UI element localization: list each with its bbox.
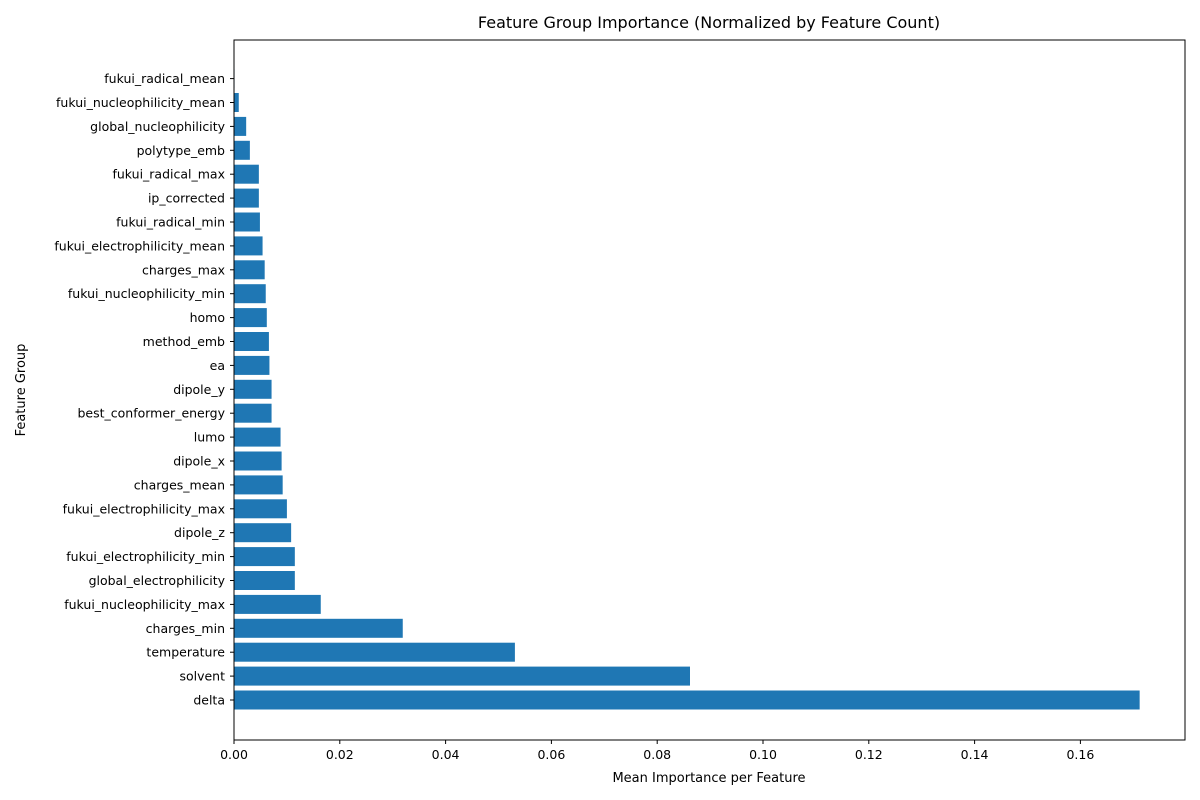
x-axis-label: Mean Importance per Feature <box>612 771 805 786</box>
bar-fukui-electrophilicity-mean <box>234 236 263 256</box>
bar-solvent <box>234 666 690 686</box>
bar-global-nucleophilicity <box>234 116 247 136</box>
y-tick-label: dipole_z <box>174 525 225 540</box>
y-tick-label: polytype_emb <box>137 143 225 158</box>
bar-lumo <box>234 427 281 447</box>
y-tick-label: fukui_nucleophilicity_min <box>68 286 225 301</box>
bar-ip-corrected <box>234 188 259 208</box>
bar-homo <box>234 308 267 328</box>
chart-title: Feature Group Importance (Normalized by … <box>478 13 940 32</box>
y-tick-label: temperature <box>146 645 225 660</box>
y-tick-label: fukui_radical_max <box>112 167 225 182</box>
y-tick-label: global_nucleophilicity <box>90 119 225 134</box>
x-tick-label: 0.04 <box>432 747 460 762</box>
y-tick-label: fukui_electrophilicity_min <box>66 549 225 564</box>
y-tick-label: fukui_radical_min <box>116 215 225 230</box>
y-tick-label: ea <box>210 358 225 373</box>
y-tick-label: solvent <box>179 669 225 684</box>
plot-frame <box>233 39 1186 741</box>
bars-group <box>234 69 1140 710</box>
x-tick-label: 0.06 <box>537 747 565 762</box>
y-tick-label: delta <box>193 693 225 708</box>
y-tick-label: method_emb <box>143 334 225 349</box>
x-tick-label: 0.12 <box>855 747 883 762</box>
bar-charges-min <box>234 618 403 638</box>
y-tick-label: charges_min <box>146 621 225 636</box>
x-tick-label: 0.08 <box>643 747 671 762</box>
x-tick-label: 0.14 <box>961 747 989 762</box>
x-tick-label: 0.16 <box>1066 747 1094 762</box>
y-tick-label: best_conformer_energy <box>77 406 225 421</box>
bar-best-conformer-energy <box>234 403 272 423</box>
y-tick-label: charges_max <box>142 262 225 277</box>
bar-charges-mean <box>234 475 283 495</box>
bar-global-electrophilicity <box>234 571 295 590</box>
y-tick-label: fukui_nucleophilicity_mean <box>56 95 225 110</box>
bar-dipole-y <box>234 379 272 399</box>
bar-fukui-radical-max <box>234 164 259 184</box>
y-tick-label: dipole_x <box>173 454 225 469</box>
y-tick-label: lumo <box>194 430 225 445</box>
y-tick-label: fukui_radical_mean <box>104 71 225 86</box>
y-axis-ticks: delta solvent temperature charges_min fukui_… <box>54 71 234 708</box>
bar-fukui-nucleophilicity-mean <box>234 93 239 112</box>
bar-fukui-nucleophilicity-min <box>234 284 266 304</box>
y-tick-label: fukui_nucleophilicity_max <box>64 597 225 612</box>
bar-dipole-x <box>234 451 282 471</box>
bar-delta <box>234 690 1140 710</box>
bar-method-emb <box>234 332 269 351</box>
x-tick-label: 0.02 <box>326 747 354 762</box>
bar-charges-max <box>234 260 265 280</box>
bar-fukui-radical-min <box>234 212 260 232</box>
y-tick-label: fukui_electrophilicity_mean <box>54 238 225 253</box>
bar-fukui-nucleophilicity-max <box>234 594 321 614</box>
y-tick-label: homo <box>190 310 225 325</box>
y-tick-label: global_electrophilicity <box>89 573 226 588</box>
y-tick-label: charges_mean <box>134 477 225 492</box>
bar-fukui-electrophilicity-max <box>234 499 287 519</box>
bar-temperature <box>234 642 515 662</box>
y-tick-label: ip_corrected <box>148 191 225 206</box>
x-axis-ticks: 0.00 0.02 0.04 0.06 0.08 0.10 0.12 0.14 0.16 <box>220 740 1094 762</box>
y-axis-label: Feature Group <box>14 344 29 437</box>
bar-ea <box>234 355 270 375</box>
y-tick-label: dipole_y <box>173 382 225 397</box>
bar-fukui-electrophilicity-min <box>234 547 295 567</box>
x-tick-label: 0.10 <box>749 747 777 762</box>
bar-dipole-z <box>234 523 292 543</box>
bar-polytype-emb <box>234 140 250 160</box>
y-tick-label: fukui_electrophilicity_max <box>63 501 225 516</box>
x-tick-label: 0.00 <box>220 747 248 762</box>
